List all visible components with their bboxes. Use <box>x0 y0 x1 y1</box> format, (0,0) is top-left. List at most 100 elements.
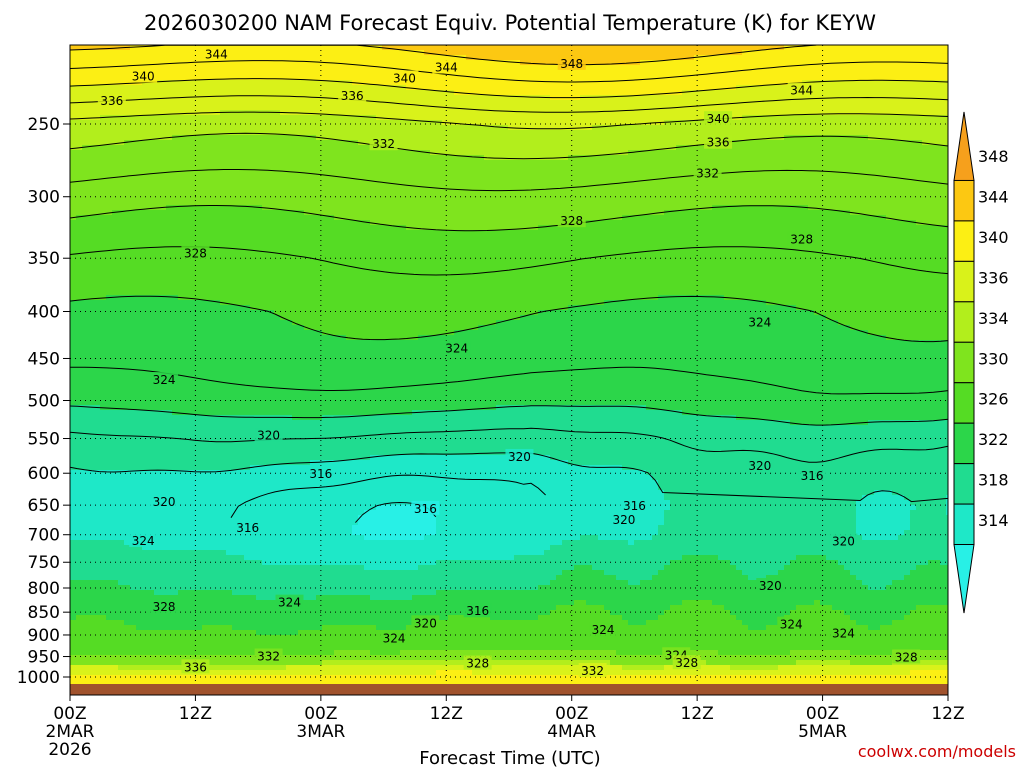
field-cell <box>214 600 221 606</box>
field-cell <box>262 225 269 231</box>
field-cell <box>244 100 251 106</box>
field-cell <box>226 475 233 481</box>
field-cell <box>100 310 107 316</box>
field-cell <box>184 450 191 456</box>
field-cell <box>172 260 179 266</box>
field-cell <box>136 350 143 356</box>
field-cell <box>244 145 251 151</box>
field-cell <box>136 620 143 626</box>
field-cell <box>124 215 131 221</box>
field-cell <box>292 65 299 71</box>
field-cell <box>250 645 257 651</box>
field-cell <box>70 565 77 571</box>
field-cell <box>250 420 257 426</box>
field-cell <box>238 285 245 291</box>
field-cell <box>136 645 143 651</box>
field-cell <box>232 590 239 596</box>
field-cell <box>142 155 149 161</box>
field-cell <box>130 445 137 451</box>
field-cell <box>130 85 137 91</box>
field-cell <box>268 580 275 586</box>
field-cell <box>256 660 263 666</box>
field-cell <box>142 450 149 456</box>
field-cell <box>178 460 185 466</box>
field-cell <box>70 640 77 646</box>
field-cell <box>220 455 227 461</box>
field-cell <box>208 395 215 401</box>
field-cell <box>76 565 83 571</box>
field-cell <box>76 410 83 416</box>
field-cell <box>88 680 95 686</box>
field-cell <box>136 210 143 216</box>
field-cell <box>202 425 209 431</box>
field-cell <box>238 640 245 646</box>
field-cell <box>142 230 149 236</box>
field-cell <box>112 200 119 206</box>
field-cell <box>232 660 239 666</box>
field-cell <box>154 510 161 516</box>
field-cell <box>130 175 137 181</box>
field-cell <box>88 220 95 226</box>
field-cell <box>214 105 221 111</box>
field-cell <box>106 525 113 531</box>
field-cell <box>256 490 263 496</box>
field-cell <box>130 450 137 456</box>
field-cell <box>244 615 251 621</box>
field-cell <box>184 210 191 216</box>
field-cell <box>232 285 239 291</box>
field-cell <box>106 150 113 156</box>
field-cell <box>154 85 161 91</box>
field-cell <box>232 220 239 226</box>
field-cell <box>76 460 83 466</box>
field-cell <box>298 130 305 136</box>
field-cell <box>130 620 137 626</box>
field-cell <box>118 195 125 201</box>
field-cell <box>208 365 215 371</box>
field-cell <box>250 465 257 471</box>
field-cell <box>226 390 233 396</box>
field-cell <box>214 615 221 621</box>
field-cell <box>214 215 221 221</box>
field-cell <box>172 220 179 226</box>
field-cell <box>202 355 209 361</box>
field-cell <box>100 645 107 651</box>
field-cell <box>298 175 305 181</box>
field-cell <box>268 400 275 406</box>
field-cell <box>76 215 83 221</box>
field-cell <box>112 600 119 606</box>
field-cell <box>262 360 269 366</box>
field-cell <box>166 65 173 71</box>
field-cell <box>112 370 119 376</box>
field-cell <box>124 590 131 596</box>
field-cell <box>226 375 233 381</box>
field-cell <box>196 545 203 551</box>
field-cell <box>244 80 251 86</box>
field-cell <box>190 395 197 401</box>
field-cell <box>154 250 161 256</box>
field-cell <box>190 510 197 516</box>
field-cell <box>226 350 233 356</box>
field-cell <box>136 345 143 351</box>
field-cell <box>166 550 173 556</box>
field-cell <box>160 425 167 431</box>
field-cell <box>274 240 281 246</box>
field-cell <box>256 350 263 356</box>
field-cell <box>172 515 179 521</box>
field-cell <box>202 450 209 456</box>
field-cell <box>100 530 107 536</box>
field-cell <box>124 210 131 216</box>
field-cell <box>280 250 287 256</box>
field-cell <box>112 525 119 531</box>
field-cell <box>142 640 149 646</box>
field-cell <box>238 190 245 196</box>
field-cell <box>268 495 275 501</box>
field-cell <box>154 75 161 81</box>
field-cell <box>220 535 227 541</box>
field-cell <box>118 375 125 381</box>
field-cell <box>292 430 299 436</box>
field-cell <box>166 205 173 211</box>
field-cell <box>70 285 77 291</box>
field-cell <box>160 290 167 296</box>
field-cell <box>196 185 203 191</box>
field-cell <box>214 120 221 126</box>
